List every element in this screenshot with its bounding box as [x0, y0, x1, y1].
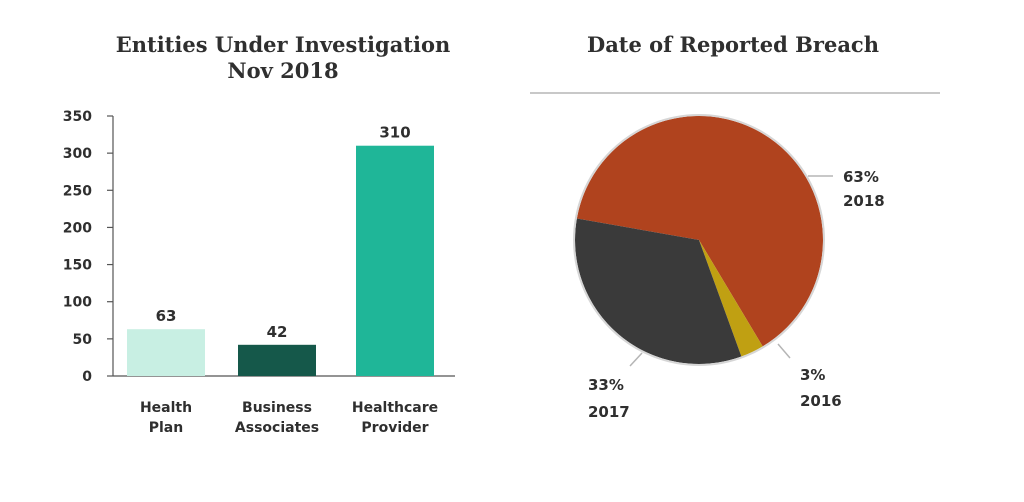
pie-slices-group [575, 116, 823, 364]
pie-chart: Date of Reported Breach 63% 2018 3% 2016 33%… [530, 32, 940, 421]
pie-rim [573, 114, 825, 366]
pie-year-label: 2018 [843, 192, 885, 210]
bar-value-label: 63 [156, 307, 177, 325]
category-label: Business [242, 400, 312, 416]
pie-leader-line [629, 352, 643, 367]
pie-chart-title: Date of Reported Breach [587, 32, 879, 57]
bar-chart-title-line-2: Nov 2018 [227, 58, 338, 83]
pie-leader-line [777, 343, 791, 359]
pie-labels: 63% 2018 3% 2016 33% 2017 [588, 168, 885, 421]
pie-slice-2017 [575, 218, 742, 364]
bar-chart-title-line-1: Entities Under Investigation [116, 32, 451, 57]
bar-value-label: 310 [379, 124, 410, 142]
y-axis-ticks: 0 50 100 150 200 250 300 350 [63, 109, 113, 385]
pie-year-label: 2017 [588, 403, 630, 421]
y-tick-label: 150 [63, 258, 92, 274]
pie-slice-2016 [699, 240, 763, 357]
pie-percent-label: 33% [588, 376, 624, 394]
y-tick-label: 100 [63, 295, 92, 311]
y-tick-label: 250 [63, 183, 92, 199]
pie-percent-label: 3% [800, 366, 825, 384]
y-tick-label: 50 [73, 332, 93, 348]
category-labels: Health Plan Business Associates Healthcare Pr… [140, 400, 438, 436]
category-label: Plan [149, 420, 183, 436]
pie-leader-lines [629, 175, 833, 367]
bar-2 [238, 344, 316, 376]
category-label: Associates [235, 420, 319, 436]
y-tick-label: 300 [63, 146, 92, 162]
bar-value-labels: 63 42 310 [156, 124, 411, 341]
y-tick-label: 350 [63, 109, 92, 125]
category-label: Provider [361, 420, 428, 436]
y-tick-label: 0 [82, 369, 92, 385]
pie-percent-label: 63% [843, 168, 879, 186]
pie-slice-2018 [576, 116, 823, 347]
bars-group [127, 145, 434, 376]
bar-1 [127, 329, 205, 376]
bar-3 [356, 145, 434, 376]
bar-chart: Entities Under Investigation Nov 2018 0 5… [63, 32, 455, 436]
category-label: Healthcare [352, 400, 438, 416]
y-tick-label: 200 [63, 220, 92, 236]
category-label: Health [140, 400, 192, 416]
bar-value-label: 42 [267, 323, 288, 341]
pie-year-label: 2016 [800, 392, 842, 410]
